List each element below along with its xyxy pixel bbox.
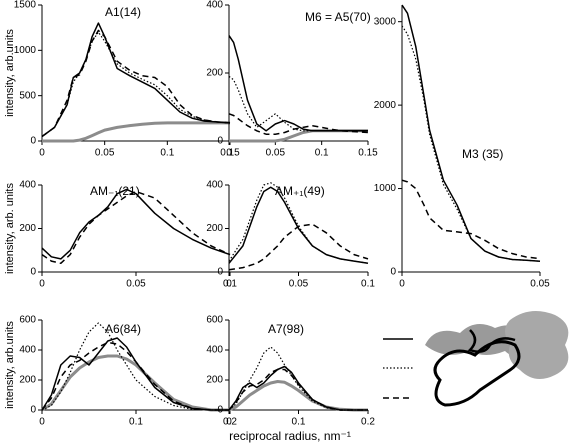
panel: 0 200 400 600 0 0.1 0.2 A7(98) xyxy=(206,315,375,428)
y-tick-label: 500 xyxy=(19,90,36,101)
line-series xyxy=(228,346,368,411)
panel-title: A7(98) xyxy=(268,322,304,336)
legend xyxy=(383,338,413,399)
protein-structure xyxy=(425,311,569,407)
x-tick-label: 0.15 xyxy=(358,148,378,159)
y-tick-label: 400 xyxy=(19,180,36,191)
x-tick-label: 0.05 xyxy=(266,148,286,159)
y-tick-label: 0 xyxy=(390,267,396,278)
y-tick-label: 0 xyxy=(217,136,223,147)
y-tick-label: 400 xyxy=(206,345,223,356)
y-tick-label: 3000 xyxy=(374,16,397,27)
x-tick-label: 0 xyxy=(39,148,45,159)
line-series xyxy=(228,113,369,135)
line-series xyxy=(41,31,231,137)
y-axis-label: intensity, arb.units xyxy=(4,29,16,117)
y-tick-label: 200 xyxy=(206,375,223,386)
panel: 0 200 400 0 0.05 0.1 AM₊₁(49) xyxy=(206,180,375,290)
x-tick-label: 0 xyxy=(39,279,45,290)
y-axis-label: intensity, arb.units xyxy=(4,321,16,409)
y-tick-label: 400 xyxy=(206,0,223,11)
line-series xyxy=(401,179,541,260)
y-tick-label: 0 xyxy=(30,136,36,147)
x-tick-label: 0.1 xyxy=(361,279,375,290)
x-tick-label: 0.1 xyxy=(315,148,329,159)
line-series xyxy=(41,337,230,411)
line-series xyxy=(41,29,231,138)
panel-title: A1(14) xyxy=(105,5,141,19)
panel: 0 200 400 600 0 0.1 0.2 A6(84) intensity, arb.un… xyxy=(4,315,237,428)
x-tick-label: 0.2 xyxy=(223,417,237,428)
y-tick-label: 0 xyxy=(217,267,223,278)
line-series xyxy=(229,129,368,143)
panel-title: AM₊₁(49) xyxy=(275,184,325,198)
line-series xyxy=(41,341,230,411)
panel-title: AM₋₁(21) xyxy=(90,184,140,198)
line-series xyxy=(41,22,231,138)
y-tick-label: 1000 xyxy=(14,45,37,56)
x-tick-label: 0.05 xyxy=(289,279,309,290)
y-tick-label: 0 xyxy=(217,405,223,416)
y-tick-label: 200 xyxy=(19,223,36,234)
y-axis-label: intensity, arb. units xyxy=(4,183,16,274)
panel: 0 500 1000 1500 0 0.05 0.1 0.15 A1(14) intensity,… xyxy=(4,0,240,159)
line-series xyxy=(401,4,541,262)
panel-title: A6(84) xyxy=(105,322,141,336)
y-tick-label: 600 xyxy=(206,315,223,326)
y-tick-label: 1000 xyxy=(374,183,397,194)
x-tick-label: 0.1 xyxy=(292,417,306,428)
y-tick-label: 0 xyxy=(30,267,36,278)
black-chain xyxy=(467,329,516,353)
panel-title: M3 (35) xyxy=(462,147,503,161)
y-tick-label: 400 xyxy=(206,180,223,191)
x-tick-label: 0.2 xyxy=(361,417,375,428)
panel: 0 1000 2000 3000 0 0.05 M3 (35) xyxy=(374,4,550,290)
x-tick-label: 0.05 xyxy=(95,148,115,159)
line-series xyxy=(228,75,368,132)
y-tick-label: 400 xyxy=(19,345,36,356)
line-series xyxy=(42,121,230,143)
x-tick-label: 0 xyxy=(226,417,232,428)
x-tick-label: 0.15 xyxy=(220,148,240,159)
y-tick-label: 200 xyxy=(206,68,223,79)
x-tick-label: 0 xyxy=(226,279,232,290)
line-series xyxy=(228,223,369,271)
x-tick-label: 0.1 xyxy=(223,279,237,290)
x-tick-label: 0.05 xyxy=(530,279,550,290)
line-series xyxy=(41,354,230,412)
line-series xyxy=(41,190,231,265)
x-axis-label: reciprocal radius, nm⁻¹ xyxy=(229,429,351,443)
line-series xyxy=(401,25,541,262)
line-series xyxy=(228,365,368,411)
x-tick-label: 0.1 xyxy=(129,417,143,428)
line-series xyxy=(41,188,231,260)
line-series xyxy=(228,186,369,265)
panel: 0 200 400 0 0.05 0.1 AM₋₁(21) intensity, arb. u… xyxy=(4,180,237,290)
y-tick-label: 600 xyxy=(19,315,36,326)
line-series xyxy=(228,182,369,264)
y-tick-label: 200 xyxy=(19,375,36,386)
x-tick-label: 0.1 xyxy=(160,148,174,159)
y-tick-label: 2000 xyxy=(374,100,397,111)
x-tick-label: 0 xyxy=(399,279,405,290)
y-tick-label: 0 xyxy=(30,405,36,416)
x-tick-label: 0 xyxy=(226,148,232,159)
line-series xyxy=(228,35,368,132)
x-tick-label: 0.05 xyxy=(126,279,146,290)
panel-title: M6 = A5(70) xyxy=(305,10,371,24)
panel: 0 200 400 0 0.05 0.1 0.15 M6 = A5(70) xyxy=(206,0,378,159)
y-tick-label: 200 xyxy=(206,223,223,234)
y-tick-label: 1500 xyxy=(14,0,37,11)
grey-domain xyxy=(505,311,569,379)
x-tick-label: 0 xyxy=(39,417,45,428)
